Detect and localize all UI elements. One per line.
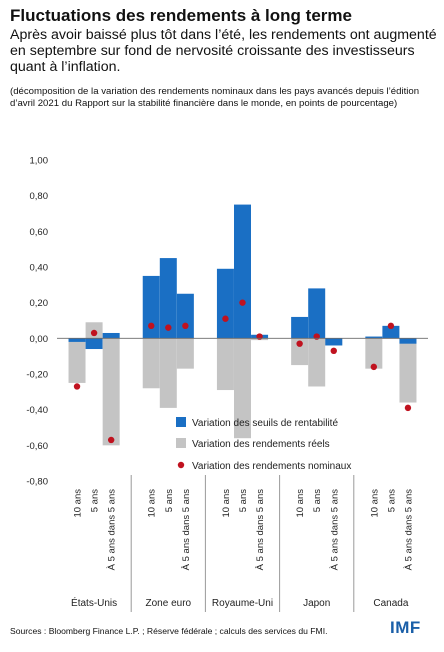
maturity-label: 10 ans: [73, 489, 84, 518]
y-tick-label: 0,60: [30, 227, 49, 238]
legend-label-breakeven: Variation des seuils de rentabilité: [192, 418, 338, 429]
bar-breakeven: [142, 275, 160, 339]
maturity-label: 10 ans: [147, 489, 158, 518]
legend-swatch-nominal: [177, 461, 185, 469]
bar-breakeven: [216, 268, 234, 339]
bar-breakeven: [325, 338, 343, 346]
maturity-label: À 5 ans dans 5 ans: [107, 489, 118, 571]
bar-real-yield: [68, 338, 86, 383]
legend-swatch-breakeven: [176, 417, 186, 427]
bar-real-yield: [399, 338, 417, 403]
point-nominal-yield: [148, 322, 155, 330]
point-nominal-yield: [73, 383, 81, 390]
point-nominal-yield: [313, 333, 320, 340]
point-nominal-yield: [165, 324, 172, 331]
bar-real-yield: [234, 338, 251, 439]
bar-real-yield: [176, 338, 194, 369]
point-nominal-yield: [222, 315, 229, 322]
legend-swatch-real: [176, 438, 186, 448]
point-nominal-yield: [107, 436, 115, 444]
bar-breakeven: [176, 293, 194, 339]
maturity-label: À 5 ans dans 5 ans: [329, 489, 340, 571]
maturity-label: 5 ans: [90, 489, 101, 512]
maturity-label: À 5 ans dans 5 ans: [255, 489, 266, 571]
group-label: Royaume-Uni: [212, 598, 273, 609]
y-tick-label: -0,20: [26, 370, 48, 381]
y-tick-label: -0,60: [26, 441, 48, 452]
bar-breakeven: [159, 258, 177, 339]
bar-real-yield: [159, 338, 177, 408]
point-nominal-yield: [239, 299, 246, 306]
maturity-label: 10 ans: [221, 489, 232, 518]
bar-breakeven: [382, 325, 400, 339]
maturity-label: 5 ans: [312, 489, 323, 512]
maturity-label: 10 ans: [295, 489, 306, 518]
point-nominal-yield: [90, 329, 98, 337]
bar-breakeven: [291, 316, 309, 339]
maturity-label: À 5 ans dans 5 ans: [181, 489, 192, 571]
legend-label-nominal: Variation des rendements nominaux: [192, 461, 351, 472]
bar-breakeven: [399, 338, 417, 344]
y-tick-label: 0,40: [30, 263, 49, 274]
group-label: Japon: [303, 598, 330, 609]
maturity-label: 10 ans: [369, 489, 380, 518]
group-label: États-Unis: [71, 596, 117, 609]
point-nominal-yield: [404, 404, 412, 412]
maturity-label: 5 ans: [238, 489, 249, 512]
bar-real-yield: [308, 338, 326, 387]
bar-breakeven: [365, 336, 383, 339]
y-tick-label: 0,80: [30, 191, 49, 202]
y-tick-label: -0,40: [26, 405, 48, 416]
bar-real-yield: [142, 338, 160, 389]
bar-real-yield: [102, 338, 120, 446]
bar-real-yield: [216, 338, 234, 391]
chart-title: Fluctuations des rendements à long terme: [10, 6, 352, 25]
chart-note: (décomposition de la variation des rende…: [10, 86, 420, 109]
group-label: Zone euro: [146, 598, 192, 609]
bar-breakeven: [308, 288, 326, 339]
point-nominal-yield: [256, 333, 263, 340]
group-label: Canada: [373, 598, 408, 609]
point-nominal-yield: [182, 322, 189, 330]
point-nominal-yield: [387, 322, 395, 330]
bar-breakeven: [102, 332, 120, 339]
source-note: Sources : Bloomberg Finance L.P. ; Réser…: [10, 626, 328, 636]
point-nominal-yield: [330, 347, 337, 355]
y-tick-label: 1,00: [30, 156, 49, 167]
y-tick-label: 0,00: [30, 334, 49, 345]
bar-real-yield: [291, 338, 309, 366]
maturity-label: 5 ans: [386, 489, 397, 512]
bar-real-yield: [365, 338, 383, 369]
maturity-label: 5 ans: [164, 489, 175, 512]
point-nominal-yield: [296, 340, 303, 347]
maturity-label: À 5 ans dans 5 ans: [403, 489, 414, 571]
imf-logo: IMF: [390, 618, 421, 637]
point-nominal-yield: [370, 363, 378, 371]
legend-label-real: Variation des rendements réels: [192, 439, 330, 450]
bar-breakeven: [85, 338, 103, 350]
bar-breakeven: [68, 338, 86, 342]
bar-breakeven: [234, 204, 251, 339]
chart-subtitle: Après avoir baissé plus tôt dans l’été, …: [10, 27, 437, 75]
y-tick-label: -0,80: [26, 477, 48, 488]
y-tick-label: 0,20: [30, 298, 49, 309]
